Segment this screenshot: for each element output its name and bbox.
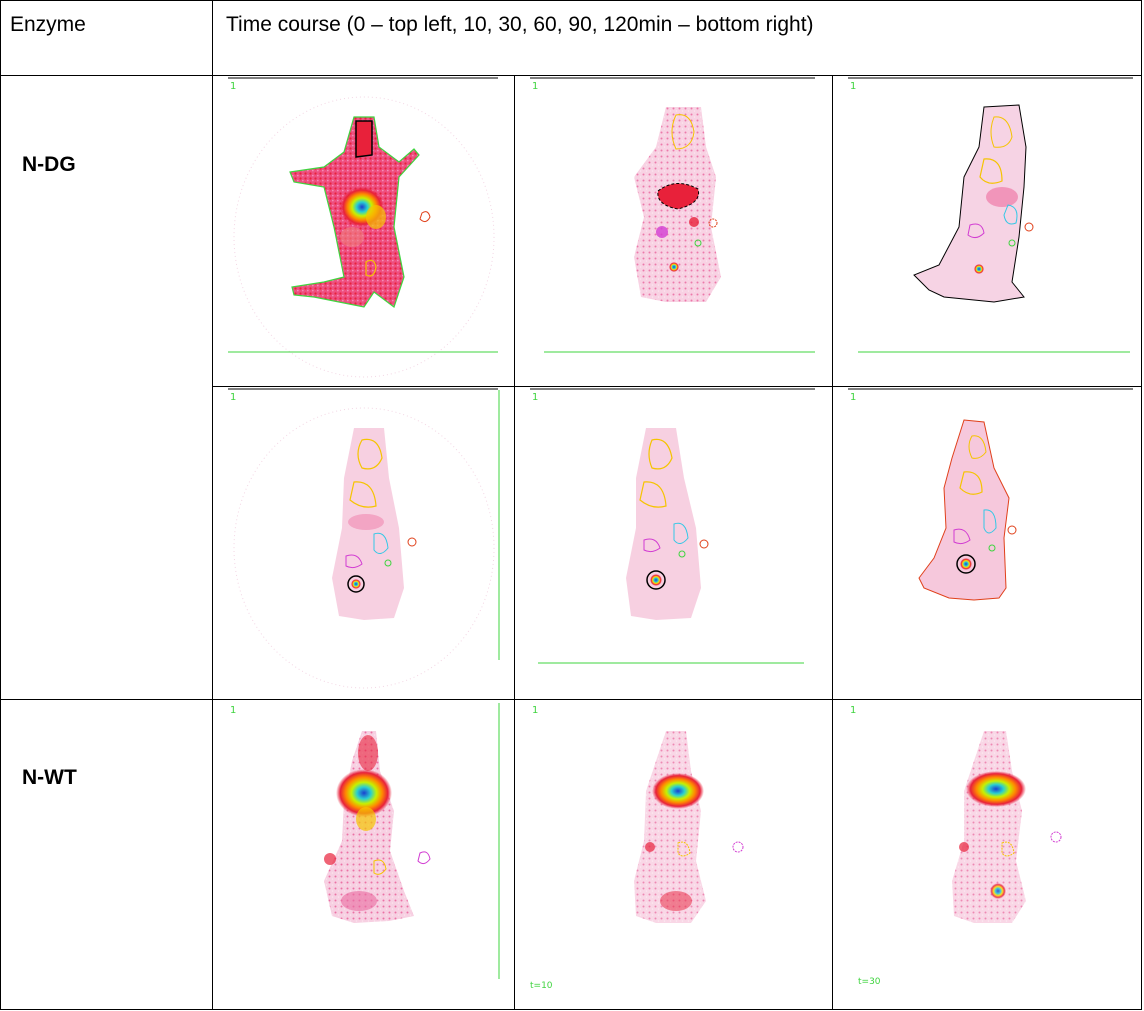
table-border-col1 — [212, 0, 213, 1010]
scan-panel-nwt-30: 1 t=30 — [834, 701, 1133, 1011]
row-label-n-wt: N-WT — [22, 766, 77, 789]
table-border-left — [0, 0, 1, 1010]
scan-panel-ndg-90: 1 — [516, 388, 815, 698]
table-border-top — [0, 0, 1142, 1]
frame-label: 1 — [230, 705, 236, 716]
header-enzyme: Enzyme — [10, 13, 86, 36]
scan-panel-nwt-10: 1 t=10 — [516, 701, 815, 1011]
header-time-course: Time course (0 – top left, 10, 30, 60, 9… — [226, 13, 814, 36]
frame-label: 1 — [850, 81, 856, 92]
frame-label: 1 — [532, 705, 538, 716]
frame-label: 1 — [532, 81, 538, 92]
time-label: t=30 — [858, 977, 881, 987]
frame-label: 1 — [230, 81, 236, 92]
time-label: t=10 — [530, 981, 553, 991]
table-border-col2 — [514, 75, 515, 1010]
scan-panel-ndg-30: 1 — [834, 77, 1133, 387]
frame-label: 1 — [230, 392, 236, 403]
table-border-right — [1141, 0, 1142, 1010]
scan-panel-nwt-0: 1 — [214, 701, 513, 1011]
scan-image-icon: 1 t=10 — [530, 705, 744, 991]
frame-label: 1 — [850, 705, 856, 716]
table-border-row-divider — [212, 386, 1142, 387]
scan-panel-ndg-10: 1 — [516, 77, 815, 387]
scan-image-icon: 1 — [848, 388, 1133, 601]
table-border-col3 — [832, 75, 833, 1010]
scan-image-icon: 1 — [228, 388, 500, 689]
row-label-n-dg: N-DG — [22, 153, 76, 176]
scan-image-icon: 1 — [530, 77, 815, 353]
scan-panel-ndg-60: 1 — [214, 388, 513, 698]
scan-image-icon: 1 t=30 — [850, 705, 1062, 987]
table-border-row-divider-2 — [0, 699, 1142, 700]
scan-panel-ndg-0: 1 — [214, 77, 513, 387]
frame-label: 1 — [850, 392, 856, 403]
table-border-bottom — [0, 1009, 1142, 1010]
scan-image-icon: 1 — [230, 703, 500, 979]
scan-image-icon: 1 — [228, 77, 498, 378]
frame-label: 1 — [532, 392, 538, 403]
scan-image-icon: 1 — [530, 388, 815, 664]
scan-image-icon: 1 — [848, 77, 1133, 353]
table-border-header-bottom — [0, 75, 1142, 76]
scan-panel-ndg-120: 1 — [834, 388, 1133, 698]
